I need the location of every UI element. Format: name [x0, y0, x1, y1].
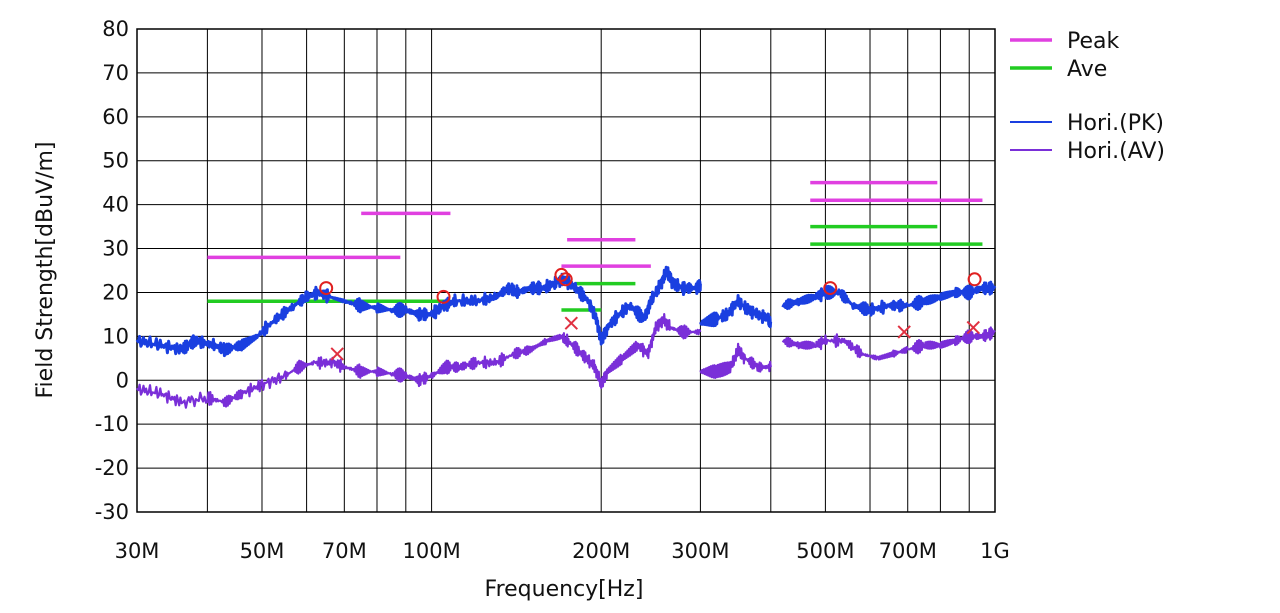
y-tick-label: 40 — [102, 193, 129, 217]
legend: Peak Ave Hori.(PK) Hori.(AV) — [1010, 29, 1165, 164]
x-tick-label: 300M — [671, 539, 729, 563]
legend-item: Ave — [1010, 57, 1107, 82]
x-tick-label: 70M — [322, 539, 367, 563]
y-tick-label: 0 — [116, 368, 129, 392]
peak-marker-circle — [436, 289, 451, 304]
y-tick-label: 70 — [102, 61, 129, 85]
x-tick-label: 100M — [402, 539, 460, 563]
y-tick-label: 20 — [102, 280, 129, 304]
cross-stroke — [330, 347, 344, 361]
peak-marker-circle — [554, 267, 569, 282]
peak-marker-circle — [823, 281, 838, 296]
peak-marker-circle — [967, 272, 982, 287]
x-tick-label: 700M — [879, 539, 937, 563]
legend-item: Peak — [1010, 29, 1119, 54]
legend-label: Hori.(AV) — [1067, 139, 1165, 164]
legend-label: Hori.(PK) — [1067, 111, 1164, 136]
hori-pk-trace — [699, 294, 773, 329]
legend-item: Hori.(AV) — [1010, 139, 1165, 164]
y-tick-label: -10 — [95, 412, 129, 436]
y-tick-label: 10 — [102, 324, 129, 348]
x-tick-label: 50M — [240, 539, 285, 563]
peak-marker-circle — [558, 272, 573, 287]
x-tick-label: 500M — [796, 539, 854, 563]
average-marker-cross — [330, 347, 344, 361]
y-tick-label: 30 — [102, 237, 129, 261]
legend-label: Ave — [1067, 57, 1107, 82]
x-axis-title: Frequency[Hz] — [485, 577, 644, 602]
y-tick-label: 50 — [102, 149, 129, 173]
x-tick-label: 1G — [980, 539, 1010, 563]
y-tick-labels: 80 70 60 50 40 30 20 10 0 -10 -20 -30 — [95, 17, 129, 524]
hori-av-trace — [136, 313, 702, 409]
x-tick-labels: 30M 50M 70M 100M 200M 300M 500M 700M 1G — [115, 539, 1010, 563]
average-marker-cross — [564, 316, 579, 330]
cross-stroke — [897, 325, 911, 339]
hori-av-trace — [781, 326, 996, 361]
cross-stroke — [966, 320, 980, 335]
x-tick-label: 30M — [115, 539, 160, 563]
legend-label: Peak — [1067, 29, 1119, 54]
y-tick-label: -30 — [95, 500, 129, 524]
y-tick-label: 80 — [102, 17, 129, 41]
peak-markers — [319, 267, 982, 361]
average-marker-cross — [897, 325, 911, 339]
hori-pk-trace — [135, 265, 702, 358]
y-tick-label: -20 — [95, 456, 129, 480]
y-tick-label: 60 — [102, 105, 129, 129]
cross-stroke — [564, 316, 579, 330]
y-axis-title: Field Strength[dBuV/m] — [33, 142, 58, 399]
average-marker-cross — [966, 320, 980, 335]
series-lines — [135, 265, 997, 409]
peak-marker-circle — [319, 281, 334, 296]
legend-item: Hori.(PK) — [1010, 111, 1164, 136]
hori-av-trace — [699, 342, 772, 379]
x-tick-label: 200M — [572, 539, 630, 563]
hori-pk-trace — [781, 280, 997, 317]
